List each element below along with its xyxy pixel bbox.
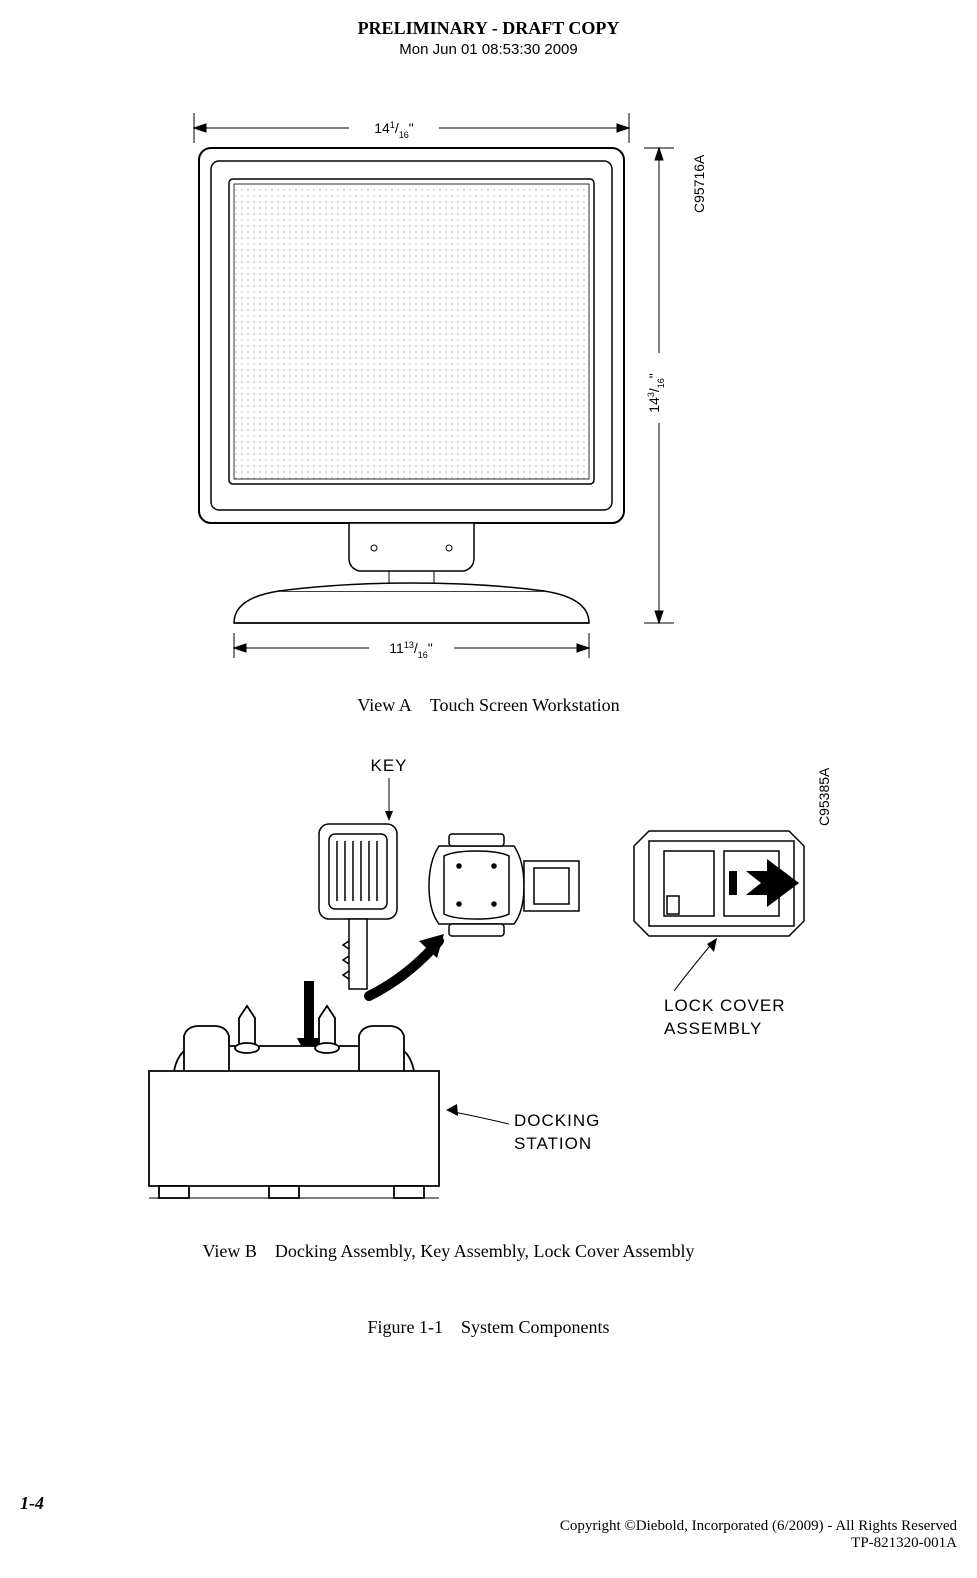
dim-base-text: 1113/16"	[389, 640, 432, 660]
document-number: TP-821320-001A	[20, 1535, 957, 1552]
figure-area: 141/16" 143/16" C95716A	[0, 93, 977, 1338]
lock-cover-callout-2: ASSEMBLY	[664, 1019, 762, 1038]
page-number: 1-4	[20, 1493, 957, 1514]
view-b-ref: C95385A	[816, 767, 832, 826]
dim-width-text: 141/16"	[374, 120, 414, 140]
header-title: PRELIMINARY - DRAFT COPY	[0, 18, 977, 39]
view-b-caption: View B Docking Assembly, Key Assembly, L…	[0, 1241, 977, 1262]
docking-callout-1: DOCKING	[514, 1111, 600, 1130]
view-a-caption: View A Touch Screen Workstation	[0, 695, 977, 716]
view-a-title: Touch Screen Workstation	[430, 695, 620, 715]
view-b-label: View B	[202, 1241, 256, 1261]
key-callout: KEY	[370, 756, 407, 775]
page-footer: 1-4 Copyright ©Diebold, Incorporated (6/…	[0, 1493, 977, 1552]
figure-caption: Figure 1-1 System Components	[0, 1317, 977, 1338]
dim-height-text: 143/16"	[646, 373, 666, 413]
view-a-diagram: 141/16" 143/16" C95716A	[139, 93, 839, 663]
copyright-text: Copyright ©Diebold, Incorporated (6/2009…	[20, 1518, 957, 1535]
view-a-ref: C95716A	[691, 154, 707, 213]
view-b-diagram: C95385A KEY	[109, 746, 869, 1221]
header-date: Mon Jun 01 08:53:30 2009	[0, 41, 977, 58]
view-b-title: Docking Assembly, Key Assembly, Lock Cov…	[275, 1241, 695, 1261]
docking-callout-2: STATION	[514, 1134, 592, 1153]
lock-cover-callout-1: LOCK COVER	[664, 996, 785, 1015]
figure-title: System Components	[461, 1317, 610, 1337]
view-a-label: View A	[357, 695, 411, 715]
page-header: PRELIMINARY - DRAFT COPY Mon Jun 01 08:5…	[0, 0, 977, 58]
figure-label: Figure 1-1	[367, 1317, 443, 1337]
